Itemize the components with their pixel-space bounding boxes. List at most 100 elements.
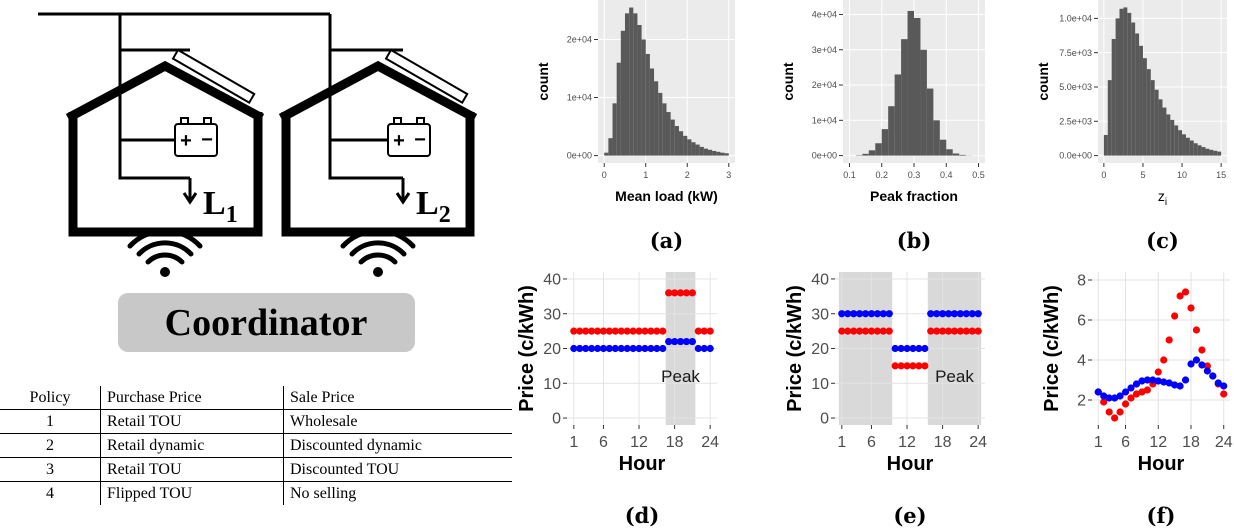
data-point [873, 327, 881, 335]
data-point [1143, 386, 1151, 394]
data-point [939, 310, 947, 318]
x-tick-label: 24 [1215, 434, 1233, 451]
data-point [641, 344, 649, 353]
wifi-dot [160, 267, 170, 277]
header-cell: Policy [0, 386, 101, 410]
histogram-bar [716, 151, 721, 156]
data-point [570, 344, 578, 353]
histogram-bar [695, 144, 700, 156]
x-tick-label: 24 [969, 434, 987, 451]
y-tick-label: 1e+04 [567, 93, 592, 103]
x-tick-label: 18 [934, 434, 952, 451]
coordinator-box [118, 293, 415, 352]
data-point [867, 310, 876, 318]
x-tick-label: 18 [666, 434, 684, 451]
data-point [909, 344, 917, 353]
data-point [885, 327, 893, 335]
data-point [968, 327, 976, 335]
data-point [588, 327, 596, 335]
data-point [879, 327, 887, 335]
data-point [1121, 388, 1130, 396]
data-point [647, 344, 655, 353]
y-tick-label: 1e+04 [812, 115, 837, 125]
wifi-arc [136, 240, 194, 257]
data-point [838, 327, 846, 335]
data-point [844, 327, 852, 335]
battery [387, 123, 431, 157]
histogram-bar [888, 106, 895, 156]
table-header: Policy Purchase Price Sale Price [0, 386, 512, 410]
histogram-bar [862, 153, 869, 156]
data-point [939, 327, 947, 335]
histogram-bar [620, 30, 625, 156]
battery-terminal [203, 117, 212, 125]
data-point [867, 327, 876, 335]
histogram-bar [920, 49, 927, 156]
data-point [682, 337, 691, 346]
data-point [1209, 372, 1217, 380]
data-point [885, 310, 893, 318]
data-point [1160, 356, 1168, 364]
histogram-bar [907, 10, 914, 156]
histogram-bar [959, 154, 966, 156]
data-point [1132, 390, 1141, 398]
wiring [38, 12, 403, 180]
table-row: 3 Retail TOU Discounted TOU [0, 457, 512, 482]
data-point [850, 327, 858, 335]
data-point [593, 344, 602, 353]
data-point [856, 327, 864, 335]
data-point [611, 327, 619, 335]
data-point [611, 344, 619, 353]
histogram-bar [1146, 69, 1151, 156]
y-tick-label: 10 [543, 376, 561, 393]
histogram-bar [1131, 22, 1136, 156]
y-axis-title: count [1035, 62, 1051, 100]
histogram-bar [952, 153, 960, 156]
x-tick-label: 18 [1182, 434, 1200, 451]
cell: 1 [0, 409, 101, 434]
data-point [623, 344, 631, 353]
data-point [861, 310, 870, 318]
data-point [676, 337, 685, 346]
histogram-bar [1174, 125, 1179, 156]
battery-sign: + [393, 130, 405, 152]
histogram-bar [1158, 99, 1163, 156]
x-axis-title-text: Hour [619, 453, 666, 475]
panel-caption: (a) [650, 228, 683, 253]
y-tick-label: 0e+00 [567, 151, 592, 161]
histogram-bar [666, 112, 671, 156]
data-point [850, 310, 858, 318]
data-point [962, 327, 970, 335]
load-arrows [182, 178, 411, 205]
histogram-bar [1119, 8, 1124, 156]
data-point [641, 327, 649, 335]
header-cell: Sale Price [283, 386, 512, 410]
arrow-head [182, 192, 198, 205]
header-cell: Purchase Price [100, 386, 284, 410]
y-tick-label: 30 [811, 306, 829, 323]
load-index: 1 [226, 202, 238, 228]
data-point [653, 327, 661, 335]
x-tick-label: 3 [726, 170, 731, 180]
data-point [1220, 390, 1228, 398]
data-point [1171, 312, 1179, 320]
data-point [856, 310, 864, 318]
data-point [647, 327, 655, 335]
data-point [1154, 368, 1162, 376]
data-point [891, 362, 899, 370]
histogram-bar [1170, 119, 1175, 156]
data-point [1138, 388, 1146, 396]
data-point [688, 289, 696, 297]
histogram-bar [1162, 107, 1167, 156]
histogram-bar [1135, 33, 1140, 156]
histogram-bar [894, 74, 902, 156]
panel-caption: (e) [893, 503, 926, 528]
wifi-dot [373, 267, 383, 277]
y-tick-label: 8 [1077, 273, 1086, 290]
cell: Retail TOU [100, 409, 284, 434]
data-point [838, 310, 846, 318]
data-point [921, 362, 929, 370]
data-point [629, 327, 637, 335]
wireless-icons [127, 228, 416, 265]
data-point [944, 327, 953, 335]
